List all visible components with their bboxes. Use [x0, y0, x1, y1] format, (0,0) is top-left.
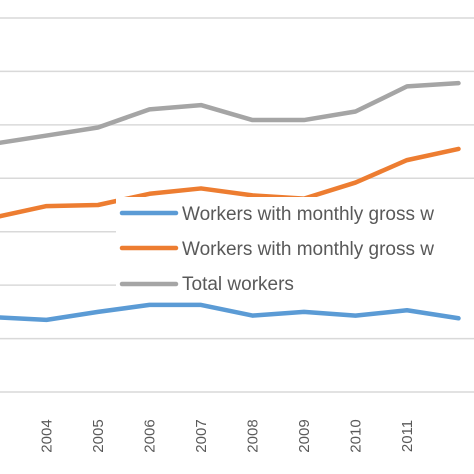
legend-entry-0: Workers with monthly gross w [119, 204, 434, 225]
legend-entry-1: Workers with monthly gross w [119, 239, 434, 260]
legend: Workers with monthly gross w Workers wit… [116, 197, 474, 301]
x-tick-label: 2006 [142, 419, 159, 452]
legend-label-2: Total workers [182, 274, 294, 295]
series-line-0 [0, 302, 461, 323]
x-tick-label: 2008 [245, 419, 262, 452]
x-tick-label: 2005 [90, 419, 107, 452]
x-tick-label: 2011 [399, 420, 416, 452]
legend-entry-2: Total workers [119, 274, 294, 295]
x-tick-label: 2009 [296, 419, 313, 452]
series-line-2 [0, 80, 461, 146]
legend-label-0: Workers with monthly gross w [182, 204, 434, 225]
x-tick-label: 2010 [348, 419, 365, 452]
x-tick-label: 2004 [39, 419, 56, 452]
x-tick-label: 2003 [0, 419, 4, 452]
legend-label-1: Workers with monthly gross w [182, 239, 434, 260]
x-axis-tick-labels: 2003 2004 2005 2006 2007 2008 2009 2010 2011 [0, 419, 416, 452]
series-lines [0, 80, 461, 323]
series-line-1 [0, 146, 461, 219]
x-tick-label: 2007 [193, 419, 210, 452]
